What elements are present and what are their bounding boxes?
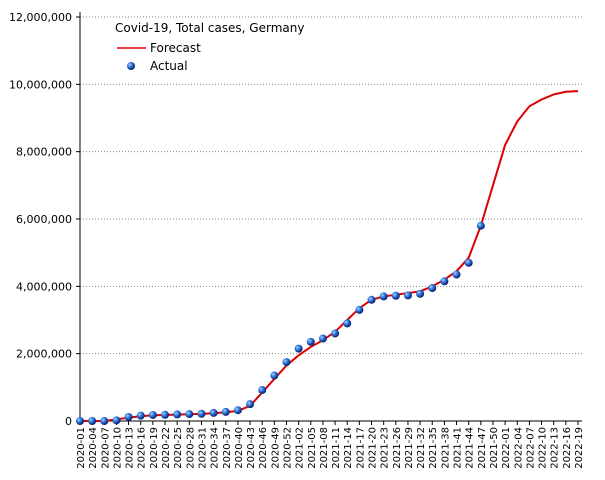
x-tick-label: 2020-22 [161,427,172,469]
actual-point [76,417,84,425]
x-tick-label: 2020-37 [222,427,233,469]
y-tick-label: 8,000,000 [16,146,72,159]
actual-point [221,407,230,416]
x-tick-label: 2020-07 [100,427,111,469]
y-tick-label: 12,000,000 [9,11,72,24]
x-tick-label: 2022-01 [501,427,512,469]
actual-point [343,319,352,328]
actual-point [100,417,109,425]
x-tick-label: 2020-46 [258,427,269,469]
actual-point [306,337,315,346]
actual-point [112,416,121,425]
actual-point [124,412,133,421]
y-tick-label: 6,000,000 [16,213,72,226]
x-tick-label: 2021-32 [416,427,427,469]
x-tick-label: 2021-38 [440,427,451,469]
actual-point [391,291,400,300]
forecast-line [80,90,579,422]
x-tick-label: 2020-28 [185,427,196,469]
actual-point [233,406,242,415]
actual-point [88,417,97,425]
x-tick-label: 2021-29 [404,427,415,469]
x-tick-label: 2020-10 [112,427,123,469]
x-tick-label: 2020-25 [173,427,184,469]
x-tick-label: 2020-19 [149,427,160,469]
x-tick-label: 2022-16 [562,427,573,469]
y-tick-label: 10,000,000 [9,78,72,91]
actual-point [136,411,145,420]
x-tick-label: 2021-35 [428,427,439,469]
x-tick-label: 2022-10 [538,427,549,469]
chart-title: Covid-19, Total cases, Germany [115,21,304,35]
actual-point [464,258,473,267]
x-tick-label: 2020-43 [246,427,257,469]
actual-point [403,291,412,300]
actual-point [148,410,157,419]
x-tick-label: 2022-13 [550,427,561,469]
x-tick-label: 2021-50 [489,427,500,469]
x-tick-label: 2021-23 [380,427,391,469]
x-tick-label: 2021-26 [392,427,403,469]
legend-label: Forecast [150,41,201,55]
legend-label: Actual [150,59,188,73]
actual-point [416,289,425,298]
actual-point [428,284,437,293]
actual-point [161,410,170,419]
actual-point [331,329,340,338]
x-tick-label: 2020-31 [197,427,208,469]
x-tick-label: 2021-14 [343,427,354,469]
actual-point [476,221,485,230]
actual-point [440,277,449,286]
x-tick-label: 2022-19 [574,427,585,469]
x-tick-label: 2020-40 [234,427,245,469]
x-tick-label: 2020-01 [76,427,87,469]
actual-point [318,334,327,343]
x-tick-label: 2021-44 [465,427,476,469]
actual-point [185,410,194,419]
x-tick-label: 2020-13 [125,427,136,469]
x-tick-label: 2021-11 [331,427,342,469]
x-tick-label: 2022-04 [513,427,524,469]
actual-point [197,409,206,418]
actual-point [173,410,182,419]
actual-point [355,305,364,314]
x-tick-label: 2021-47 [477,427,488,469]
x-tick-label: 2021-05 [307,427,318,469]
x-tick-label: 2020-34 [210,427,221,469]
actual-point [246,400,255,409]
actual-point [367,295,376,304]
actual-point [294,344,303,353]
legend-swatch [127,62,135,70]
x-tick-label: 2021-02 [295,427,306,469]
x-tick-label: 2020-16 [137,427,148,469]
actual-point [379,292,388,301]
y-tick-label: 0 [65,415,72,428]
actual-point [209,408,218,417]
actual-point [270,371,279,380]
x-tick-label: 2022-07 [525,427,536,469]
x-tick-label: 2021-41 [453,427,464,469]
y-tick-label: 4,000,000 [16,280,72,293]
x-tick-label: 2021-20 [368,427,379,469]
x-tick-label: 2020-49 [270,427,281,469]
x-tick-label: 2021-17 [355,427,366,469]
actual-point [258,386,267,395]
actual-point [452,270,461,279]
x-tick-label: 2020-52 [282,427,293,469]
actual-point [282,358,291,367]
x-tick-label: 2020-04 [88,427,99,469]
x-tick-label: 2021-08 [319,427,330,469]
y-tick-label: 2,000,000 [16,348,72,361]
